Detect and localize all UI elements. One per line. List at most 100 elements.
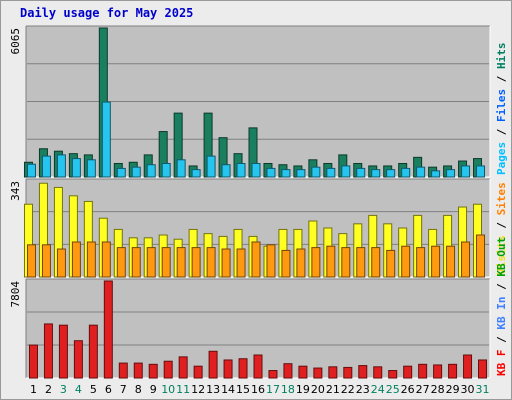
- bar-pages-19: [296, 169, 306, 178]
- legend-item-sites: Sites: [495, 182, 508, 215]
- legend-kb-f-in-out: KB F / KB In / KB Out: [495, 237, 508, 376]
- bar-pages-24: [371, 169, 381, 178]
- bar-kb-f-4: [73, 340, 83, 379]
- bar-sites-10: [161, 247, 171, 278]
- legend-item-visits: Visits: [495, 235, 508, 275]
- y-max-label: 343: [9, 181, 22, 201]
- legend-item-pages: Pages: [495, 142, 508, 175]
- x-tick-label-14: 14: [221, 383, 235, 396]
- x-tick-label-29: 29: [446, 383, 460, 396]
- bar-pages-15: [236, 162, 246, 178]
- bar-kb-f-7: [118, 362, 128, 379]
- bar-sites-5: [86, 241, 96, 278]
- bar-kb-f-22: [343, 366, 353, 379]
- bar-pages-2: [41, 155, 51, 178]
- bar-sites-28: [431, 245, 441, 278]
- y-max-label: 7804: [9, 281, 22, 308]
- x-tick-label-27: 27: [416, 383, 430, 396]
- bar-sites-14: [221, 248, 231, 278]
- bar-sites-12: [191, 247, 201, 278]
- x-tick-label-20: 20: [311, 383, 325, 396]
- bar-sites-6: [101, 241, 111, 278]
- bar-kb-f-26: [403, 365, 413, 379]
- legend-separator: /: [495, 277, 508, 297]
- bar-kb-f-25: [388, 370, 398, 379]
- bar-pages-31: [476, 165, 486, 178]
- bar-sites-15: [236, 248, 246, 278]
- bar-sites-16: [251, 241, 261, 278]
- legend-separator: /: [495, 330, 508, 350]
- bar-sites-20: [311, 247, 321, 278]
- bar-pages-23: [356, 167, 366, 178]
- bar-pages-10: [161, 162, 171, 178]
- bar-pages-12: [191, 169, 201, 178]
- x-tick-label-30: 30: [461, 383, 475, 396]
- bar-kb-f-24: [373, 366, 383, 379]
- x-tick-label-25: 25: [386, 383, 400, 396]
- bar-sites-2: [41, 244, 51, 278]
- legend-pages-files-hits: Pages / Files / Hits: [495, 43, 508, 176]
- bar-sites-25: [386, 249, 396, 278]
- x-tick-label-21: 21: [326, 383, 340, 396]
- bar-pages-9: [146, 164, 156, 178]
- x-tick-label-22: 22: [341, 383, 355, 396]
- bar-sites-9: [146, 247, 156, 278]
- bar-pages-5: [86, 159, 96, 178]
- bar-kb-f-18: [283, 363, 293, 379]
- x-tick-label-19: 19: [296, 383, 310, 396]
- x-tick-label-6: 6: [105, 383, 112, 396]
- bar-sites-23: [356, 247, 366, 278]
- chart-title: Daily usage for May 2025: [20, 6, 194, 20]
- bar-sites-18: [281, 249, 291, 278]
- bar-kb-f-11: [178, 356, 188, 379]
- bar-sites-13: [206, 247, 216, 278]
- bar-sites-1: [26, 244, 36, 278]
- legend-visits-sites: Visits / Sites: [495, 182, 508, 275]
- x-tick-label-4: 4: [75, 383, 82, 396]
- bar-kb-f-13: [208, 350, 218, 379]
- bar-pages-26: [401, 167, 411, 178]
- x-tick-label-2: 2: [45, 383, 52, 396]
- bar-kb-f-1: [28, 344, 38, 379]
- x-tick-label-26: 26: [401, 383, 415, 396]
- x-tick-label-7: 7: [120, 383, 127, 396]
- x-tick-label-12: 12: [191, 383, 205, 396]
- x-tick-label-18: 18: [281, 383, 295, 396]
- x-tick-label-16: 16: [251, 383, 265, 396]
- bar-pages-29: [446, 169, 456, 178]
- x-tick-label-13: 13: [206, 383, 220, 396]
- bar-kb-f-2: [43, 323, 53, 379]
- legend-separator: /: [495, 215, 508, 235]
- bar-pages-27: [416, 166, 426, 178]
- bar-kb-f-21: [328, 366, 338, 379]
- bar-pages-6: [101, 101, 111, 178]
- bar-kb-f-9: [148, 363, 158, 379]
- bar-kb-f-19: [298, 365, 308, 379]
- x-tick-label-28: 28: [431, 383, 445, 396]
- legend-item-kb-f: KB F: [495, 350, 508, 377]
- bar-pages-18: [281, 169, 291, 178]
- bar-kb-f-31: [478, 359, 488, 379]
- bar-pages-1: [26, 163, 36, 178]
- bar-kb-f-12: [193, 365, 203, 379]
- bar-kb-f-28: [433, 364, 443, 379]
- x-tick-label-8: 8: [135, 383, 142, 396]
- legend-item-hits: Hits: [495, 43, 508, 70]
- bar-pages-30: [461, 165, 471, 178]
- bar-kb-f-29: [448, 363, 458, 379]
- bar-sites-4: [71, 241, 81, 278]
- x-tick-label-5: 5: [90, 383, 97, 396]
- bar-pages-21: [326, 167, 336, 178]
- bar-sites-7: [116, 247, 126, 278]
- bar-sites-24: [371, 247, 381, 278]
- bar-kb-f-8: [133, 362, 143, 379]
- bar-sites-21: [326, 245, 336, 278]
- bar-kb-f-30: [463, 354, 473, 379]
- y-max-label: 6065: [9, 28, 22, 55]
- bar-kb-f-27: [418, 363, 428, 379]
- bar-sites-30: [461, 241, 471, 278]
- bar-kb-f-15: [238, 358, 248, 379]
- bar-pages-28: [431, 170, 441, 178]
- x-tick-label-9: 9: [150, 383, 157, 396]
